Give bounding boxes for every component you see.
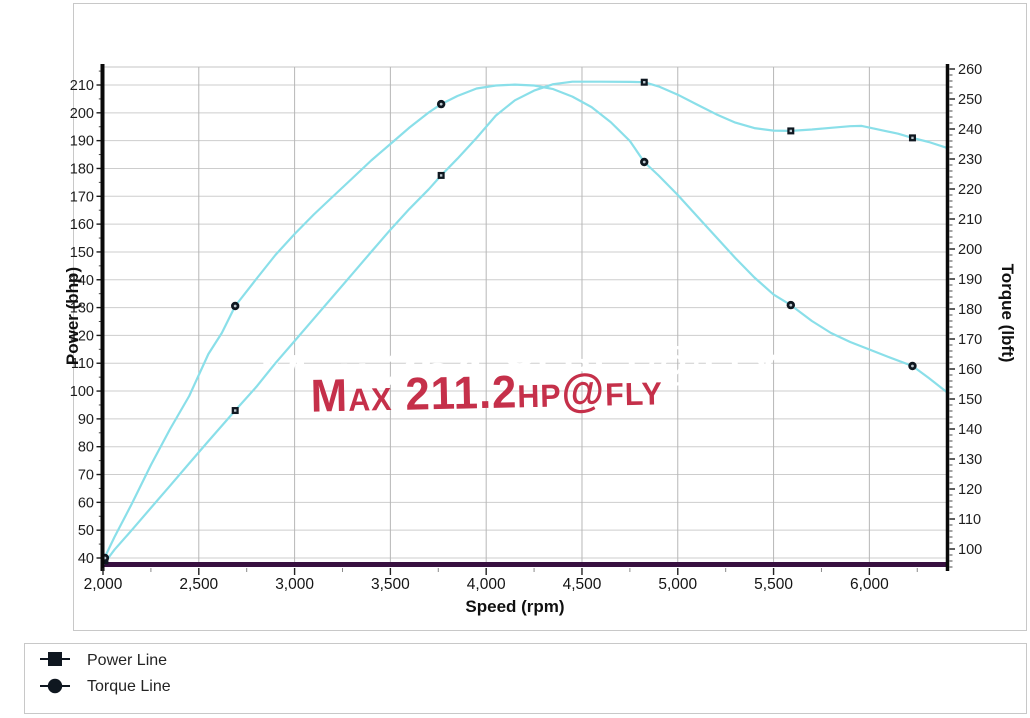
axes-layer: 40 50 60 70 80 90 100 110 120 130 140 150 160 170 180 1… bbox=[70, 62, 982, 593]
torque-tick-label: 150 bbox=[958, 392, 982, 408]
torque-tick-label: 130 bbox=[958, 452, 982, 468]
power-tick-label: 150 bbox=[70, 245, 94, 261]
x-tick-label: 5,500 bbox=[754, 576, 793, 593]
square-marker-icon bbox=[48, 652, 62, 666]
torque-tick-label: 180 bbox=[958, 302, 982, 318]
power-axis-title: Power (bhp) bbox=[63, 267, 82, 365]
torque-marker-center bbox=[642, 160, 646, 164]
torque-tick-label: 220 bbox=[958, 182, 982, 198]
torque-tick-label: 170 bbox=[958, 332, 982, 348]
torque-tick-label: 140 bbox=[958, 422, 982, 438]
power-tick-label: 130 bbox=[70, 301, 94, 317]
legend-item-power: Power Line bbox=[40, 652, 167, 669]
x-tick-label: 3,000 bbox=[275, 576, 314, 593]
power-tick-label: 210 bbox=[70, 78, 94, 94]
torque-marker-center bbox=[789, 303, 793, 307]
torque-tick-label: 100 bbox=[958, 542, 982, 558]
power-tick-label: 50 bbox=[78, 523, 94, 539]
power-tick-label: 180 bbox=[70, 161, 94, 177]
torque-tick-label: 210 bbox=[958, 212, 982, 228]
watermark-white: Max 254.8lbft@fly bbox=[259, 335, 780, 398]
power-tick-label: 70 bbox=[78, 468, 94, 484]
power-tick-label: 190 bbox=[70, 134, 94, 150]
watermark-red: Max 211.2hp@fly bbox=[310, 362, 663, 421]
x-tick-label: 5,000 bbox=[658, 576, 697, 593]
torque-tick-label: 120 bbox=[958, 482, 982, 498]
power-marker-center bbox=[233, 409, 237, 412]
series-layer bbox=[100, 78, 948, 567]
x-tick-label: 2,500 bbox=[179, 576, 218, 593]
x-tick-label: 6,000 bbox=[850, 576, 889, 593]
circle-marker-icon bbox=[47, 678, 63, 694]
torque-tick-label: 230 bbox=[958, 152, 982, 168]
legend-panel: Power Line Torque Line bbox=[24, 643, 1027, 714]
torque-marker-center bbox=[911, 364, 914, 368]
torque-curve bbox=[101, 83, 948, 563]
x-tick-label: 4,500 bbox=[563, 576, 602, 593]
power-tick-label: 90 bbox=[78, 412, 94, 428]
x-tick-label: 2,000 bbox=[84, 576, 123, 593]
torque-tick-label: 200 bbox=[958, 242, 982, 258]
power-curve bbox=[101, 80, 948, 567]
legend-item-torque: Torque Line bbox=[40, 678, 171, 695]
legend-box bbox=[24, 643, 1027, 714]
torque-axis-title: Torque (lbft) bbox=[998, 264, 1017, 363]
power-marker-center bbox=[643, 81, 646, 84]
torque-tick-label: 160 bbox=[958, 362, 982, 378]
x-tick-label: 3,500 bbox=[371, 576, 410, 593]
power-tick-label: 40 bbox=[78, 551, 94, 567]
x-axis-title: Speed (rpm) bbox=[465, 597, 564, 616]
power-marker-center bbox=[911, 136, 914, 140]
power-tick-label: 160 bbox=[70, 217, 94, 233]
torque-marker-center bbox=[439, 102, 443, 106]
power-marker-center bbox=[789, 129, 793, 133]
power-tick-label: 200 bbox=[70, 106, 94, 122]
legend-label-torque: Torque Line bbox=[87, 678, 171, 695]
x-tick-label: 4,000 bbox=[467, 576, 506, 593]
power-tick-label: 110 bbox=[71, 356, 94, 372]
torque-tick-label: 110 bbox=[958, 512, 981, 528]
power-marker-center bbox=[439, 174, 443, 177]
power-tick-label: 80 bbox=[78, 440, 94, 456]
legend-label-power: Power Line bbox=[87, 652, 167, 669]
power-tick-label: 140 bbox=[70, 273, 94, 289]
power-tick-label: 60 bbox=[78, 495, 94, 511]
torque-tick-label: 190 bbox=[958, 272, 982, 288]
chart-panel bbox=[73, 3, 1027, 631]
power-tick-label: 120 bbox=[70, 328, 94, 344]
torque-tick-label: 240 bbox=[958, 122, 982, 138]
torque-marker-center bbox=[233, 304, 237, 308]
torque-tick-label: 260 bbox=[958, 62, 982, 78]
power-tick-label: 170 bbox=[70, 189, 94, 205]
power-tick-label: 100 bbox=[70, 384, 94, 400]
torque-tick-label: 250 bbox=[958, 92, 982, 108]
